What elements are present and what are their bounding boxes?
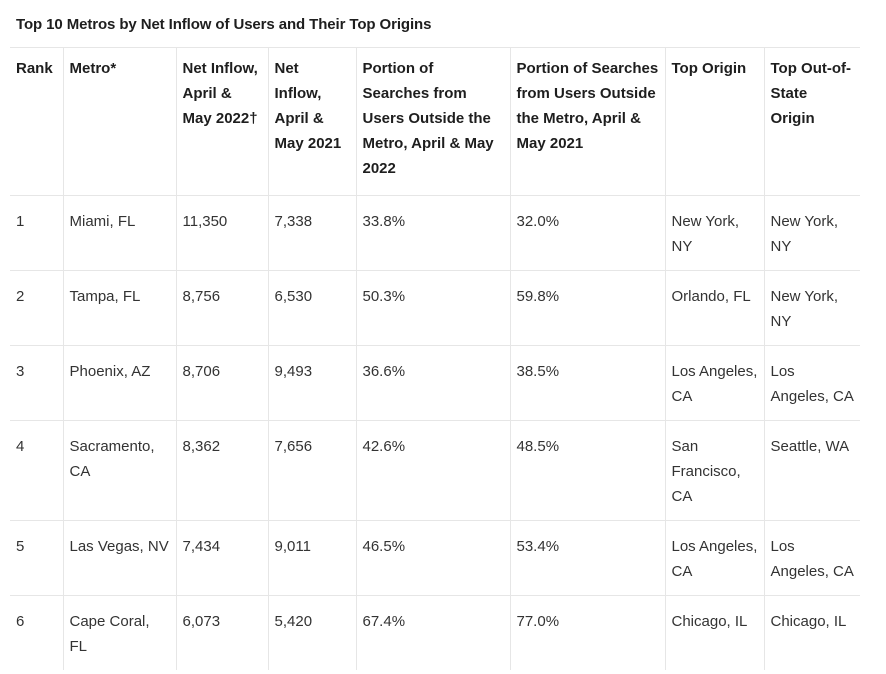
cell-net-inflow-2022: 8,706 <box>176 345 269 421</box>
table-row: 4 Sacramento, CA 8,362 7,656 42.6% 48.5%… <box>10 420 860 521</box>
cell-top-origin: Chicago, IL <box>665 595 765 670</box>
cell-portion-2021: 32.0% <box>510 195 666 271</box>
cell-top-out-of-state-origin: Chicago, IL <box>770 613 847 630</box>
table-header-row: Rank Metro* Net Inflow, April & May 2022… <box>10 47 860 196</box>
cell-net-inflow-2022: 8,756 <box>176 270 269 346</box>
cell-portion-2021: 53.4% <box>510 520 666 596</box>
cell-portion-2021: 38.5% <box>510 345 666 421</box>
cell-rank: 6 <box>10 595 64 670</box>
cell-top-origin: Orlando, FL <box>665 270 765 346</box>
column-header-portion-2021: Portion of Searches from Users Outside t… <box>510 47 666 196</box>
cell-net-inflow-2021: 7,656 <box>268 420 357 521</box>
cell-portion-2022: 50.3% <box>356 270 511 346</box>
cell-rank: 4 <box>10 420 64 521</box>
cell-rank: 2 <box>10 270 64 346</box>
cell-top-out-of-state-origin: Los Angeles, CA <box>764 345 860 421</box>
column-header-metro: Metro* <box>63 47 177 196</box>
cell-net-inflow-2021: 6,530 <box>268 270 357 346</box>
cell-portion-2021: 59.8% <box>510 270 666 346</box>
cell-net-inflow-2022: 6,073 <box>176 595 269 670</box>
cell-portion-2022: 33.8% <box>356 195 511 271</box>
cell-top-out-of-state-origin: Seattle, WA <box>764 420 860 521</box>
column-header-top-origin: Top Origin <box>665 47 765 196</box>
table-row: 6 Cape Coral, FL 6,073 5,420 67.4% 77.0%… <box>10 595 860 670</box>
cell-net-inflow-2022: 7,434 <box>176 520 269 596</box>
cell-net-inflow-2022: 11,350 <box>176 195 269 271</box>
column-header-net-inflow-2021: Net Inflow, April & May 2021 <box>268 47 357 196</box>
cell-net-inflow-2021: 9,011 <box>268 520 357 596</box>
cell-metro: Phoenix, AZ <box>63 345 177 421</box>
table-row: 5 Las Vegas, NV 7,434 9,011 46.5% 53.4% … <box>10 520 860 596</box>
column-header-net-inflow-2022: Net Inflow, April & May 2022† <box>176 47 269 196</box>
cell-top-origin: Los Angeles, CA <box>665 520 765 596</box>
cell-top-out-of-state-origin: New York, NY <box>764 195 860 271</box>
cell-rank: 3 <box>10 345 64 421</box>
cell-net-inflow-2022: 8,362 <box>176 420 269 521</box>
cell-rank: 1 <box>10 195 64 271</box>
cell-rank: 5 <box>10 520 64 596</box>
cell-portion-2022: 36.6% <box>356 345 511 421</box>
cell-portion-2021: 48.5% <box>510 420 666 521</box>
column-header-portion-2022: Portion of Searches from Users Outside t… <box>356 47 511 196</box>
cell-net-inflow-2021: 7,338 <box>268 195 357 271</box>
table-title: Top 10 Metros by Net Inflow of Users and… <box>16 16 432 33</box>
cell-portion-2022: 46.5% <box>356 520 511 596</box>
column-header-rank: Rank <box>10 47 64 196</box>
table-row: 3 Phoenix, AZ 8,706 9,493 36.6% 38.5% Lo… <box>10 345 860 421</box>
cell-portion-2021: 77.0% <box>510 595 666 670</box>
cell-metro: Miami, FL <box>63 195 177 271</box>
cell-metro: Tampa, FL <box>63 270 177 346</box>
cell-net-inflow-2021: 9,493 <box>268 345 357 421</box>
cell-top-out-of-state-origin: Los Angeles, CA <box>764 520 860 596</box>
column-header-top-out-of-state-origin: Top Out-of-State Origin <box>764 47 860 196</box>
cell-net-inflow-2021: 5,420 <box>268 595 357 670</box>
cell-metro: Sacramento, CA <box>63 420 177 521</box>
cell-metro: Cape Coral, FL <box>63 595 177 670</box>
table-row: 2 Tampa, FL 8,756 6,530 50.3% 59.8% Orla… <box>10 270 860 346</box>
metros-table: Rank Metro* Net Inflow, April & May 2022… <box>10 47 860 670</box>
cell-portion-2022: 67.4% <box>356 595 511 670</box>
cell-top-origin: Los Angeles, CA <box>665 345 765 421</box>
cell-top-origin: New York, NY <box>665 195 765 271</box>
table-row: 1 Miami, FL 11,350 7,338 33.8% 32.0% New… <box>10 195 860 271</box>
cell-top-origin: San Francisco, CA <box>665 420 765 521</box>
cell-portion-2022: 42.6% <box>356 420 511 521</box>
cell-metro: Las Vegas, NV <box>63 520 177 596</box>
cell-top-out-of-state-origin: New York, NY <box>764 270 860 346</box>
